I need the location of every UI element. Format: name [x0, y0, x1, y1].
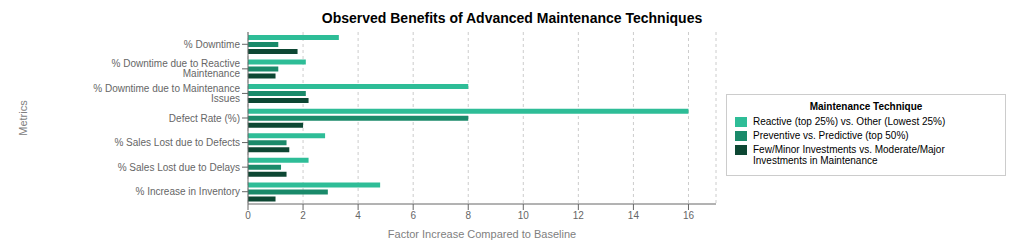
- html-text:Reactive (top 25%) vs. Other (: Reactive (top 25%) vs. Other (Lowest 25%…: [753, 116, 946, 127]
- svg-text:16: 16: [683, 210, 695, 221]
- svg-text:Metrics: Metrics: [17, 100, 29, 136]
- svg-text:% Sales Lost due to Defects: % Sales Lost due to Defects: [114, 137, 240, 148]
- svg-text:% Downtime: % Downtime: [184, 39, 241, 50]
- svg-text:6: 6: [410, 210, 416, 221]
- svg-text:Factor Increase Compared to Ba: Factor Increase Compared to Baseline: [388, 228, 576, 240]
- svg-text:Defect Rate (%): Defect Rate (%): [169, 113, 240, 124]
- svg-text:% Increase in Inventory: % Increase in Inventory: [136, 186, 241, 197]
- html-text:Maintenance Technique: Maintenance Technique: [809, 101, 923, 112]
- svg-text:14: 14: [628, 210, 640, 221]
- svg-text:% Downtime due to ReactiveMain: % Downtime due to ReactiveMaintenance: [112, 58, 241, 79]
- svg-text:% Sales Lost due to Delays: % Sales Lost due to Delays: [118, 162, 240, 173]
- svg-text:4: 4: [355, 210, 361, 221]
- svg-text:10: 10: [518, 210, 530, 221]
- html-text:Preventive vs. Predictive (top: Preventive vs. Predictive (top 50%): [753, 130, 909, 141]
- svg-text:0: 0: [245, 210, 251, 221]
- svg-text:% Downtime due to MaintenanceI: % Downtime due to MaintenanceIssues: [93, 83, 240, 104]
- svg-text:12: 12: [573, 210, 585, 221]
- html-text:Observed Benefits of Advanced: Observed Benefits of Advanced Maintenanc…: [321, 10, 703, 26]
- svg-text:2: 2: [300, 210, 306, 221]
- svg-text:8: 8: [465, 210, 471, 221]
- html-text:Few/Minor Investments vs. Mode: Few/Minor Investments vs. Moderate/Major…: [753, 144, 945, 166]
